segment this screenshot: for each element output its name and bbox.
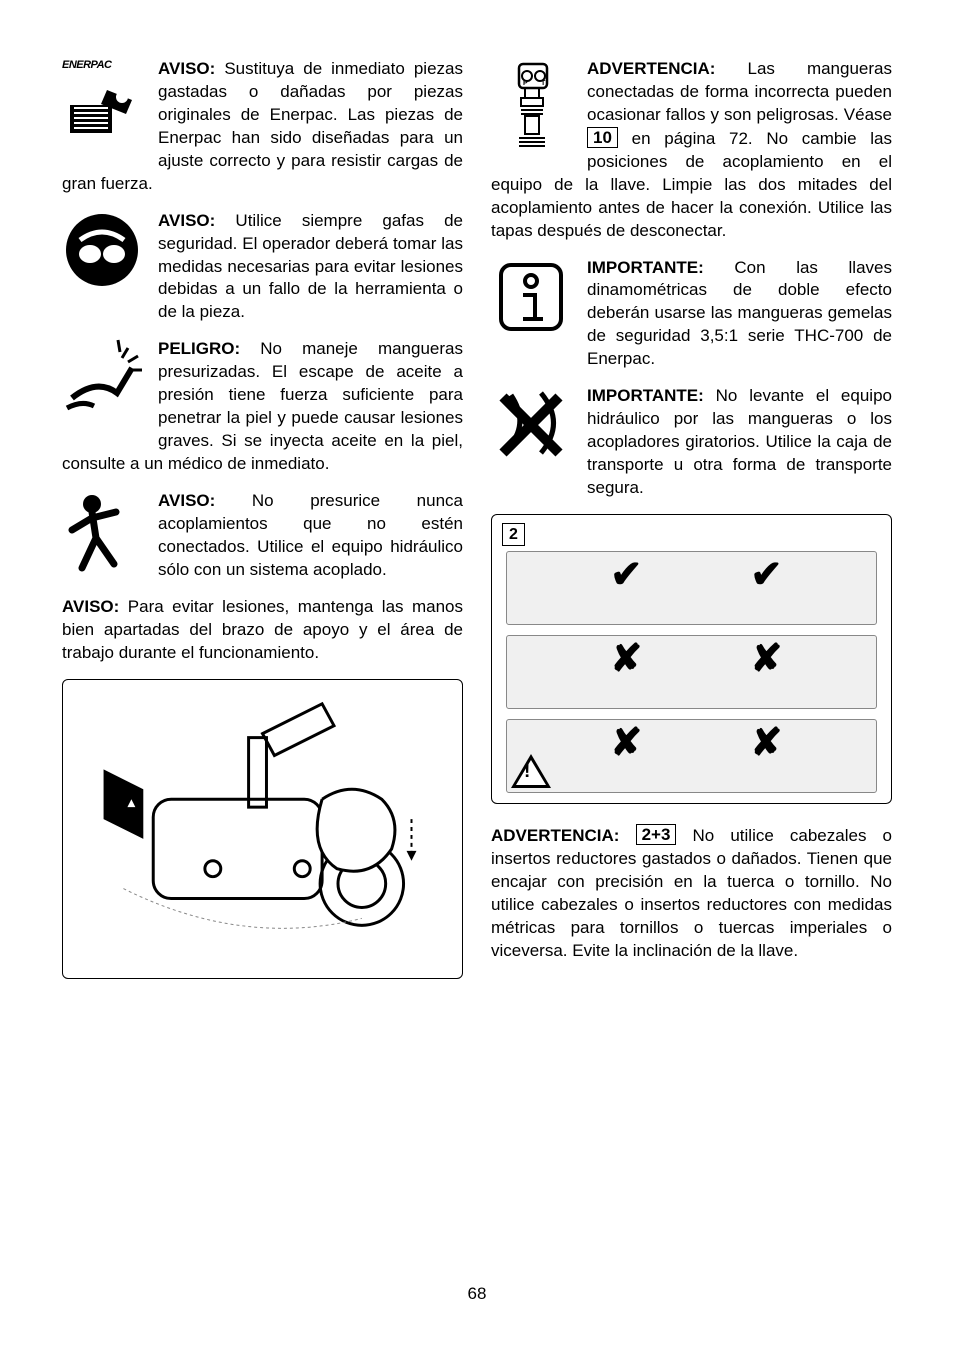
ref-10: 10 xyxy=(587,127,618,149)
burst-hose-icon xyxy=(62,338,148,428)
left-column: ENERPAC AVISO: Sustituya de inmediato pi… xyxy=(62,58,463,991)
peligro-hoses: PELIGRO: No maneje mangueras presurizada… xyxy=(62,338,463,476)
cross-icon: ✘ xyxy=(751,718,783,769)
brand-label: ENERPAC xyxy=(62,58,148,73)
svg-text:T: T xyxy=(541,80,546,87)
aviso-couplings: AVISO: No presurice nunca acoplamientos … xyxy=(62,490,463,582)
importante-twin-hoses: IMPORTANTE: Con las llaves dinamométrica… xyxy=(491,257,892,372)
para-text: Para evitar lesiones, mantenga las manos… xyxy=(62,597,463,662)
aviso-safety-glasses: AVISO: Utilice siempre gafas de segurida… xyxy=(62,210,463,325)
check-icon: ✔ xyxy=(751,550,783,601)
fitment-row-correct: ✔ ✔ xyxy=(506,551,877,625)
figure-2-label: 2 xyxy=(502,523,525,547)
page-number: 68 xyxy=(0,1283,954,1306)
aviso-label: AVISO: xyxy=(158,59,215,78)
aviso-label: AVISO: xyxy=(62,597,119,616)
aviso-label: AVISO: xyxy=(158,491,215,510)
info-icon xyxy=(491,257,577,347)
para-text: No utilice cabezales o insertos reductor… xyxy=(491,826,892,960)
coupling-icon: P T xyxy=(491,58,577,158)
wrench-icon: ENERPAC xyxy=(62,58,148,148)
advertencia-label: ADVERTENCIA: xyxy=(587,59,715,78)
importante-label: IMPORTANTE: xyxy=(587,258,704,277)
advertencia-sockets: ADVERTENCIA: 2+3 No utilice cabezales o … xyxy=(491,824,892,963)
peligro-label: PELIGRO: xyxy=(158,339,240,358)
ref-2-3: 2+3 xyxy=(636,824,677,846)
right-column: P T ADVERTENCIA: Las mangueras conectada… xyxy=(491,58,892,991)
cross-icon: ✘ xyxy=(610,718,642,769)
importante-no-lift-by-hoses: IMPORTANTE: No levante el equipo hidrául… xyxy=(491,385,892,500)
svg-text:P: P xyxy=(523,80,528,87)
no-lift-hose-icon xyxy=(491,385,577,475)
advertencia-hoses: P T ADVERTENCIA: Las mangueras conectada… xyxy=(491,58,892,243)
cross-icon: ✘ xyxy=(610,634,642,685)
person-falling-icon xyxy=(62,490,148,580)
aviso-hands-clear: AVISO: Para evitar lesiones, mantenga la… xyxy=(62,596,463,665)
fitment-row-wrong-2: ✘ ✘ ! xyxy=(506,719,877,793)
figure-2-fitment: 2 ✔ ✔ ✘ ✘ ✘ ✘ ! xyxy=(491,514,892,804)
advertencia-label: ADVERTENCIA: xyxy=(491,826,619,845)
warning-exclaim: ! xyxy=(524,759,530,785)
aviso-replace-parts: ENERPAC AVISO: Sustituya de inmediato pi… xyxy=(62,58,463,196)
check-icon: ✔ xyxy=(610,550,642,601)
importante-label: IMPORTANTE: xyxy=(587,386,704,405)
aviso-label: AVISO: xyxy=(158,211,215,230)
safety-glasses-icon xyxy=(62,210,148,300)
fitment-row-wrong-1: ✘ ✘ xyxy=(506,635,877,709)
figure-torque-wrench-hand xyxy=(62,679,463,979)
cross-icon: ✘ xyxy=(751,634,783,685)
warning-triangle-icon xyxy=(511,754,551,788)
